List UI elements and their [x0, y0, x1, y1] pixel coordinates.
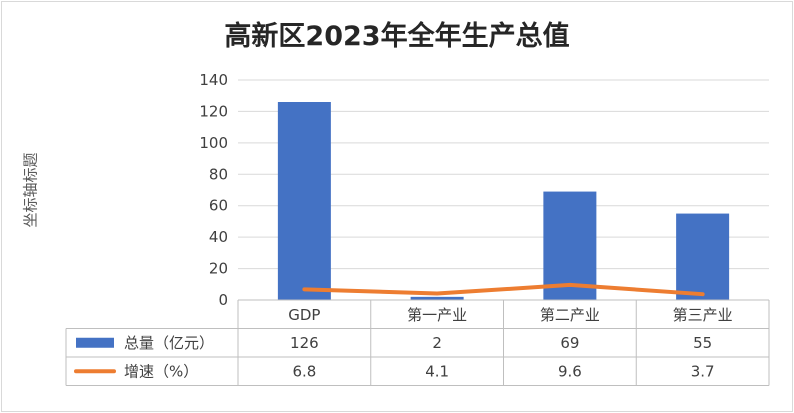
legend-swatch-bar — [76, 337, 114, 348]
y-tick-label: 20 — [209, 260, 228, 278]
data-table-value: 55 — [693, 334, 712, 352]
data-table-value: 2 — [432, 334, 442, 352]
y-tick-label: 40 — [209, 228, 228, 246]
bar — [277, 102, 331, 300]
data-table-value: 9.6 — [558, 362, 582, 380]
bar — [543, 191, 597, 300]
x-tick-label: GDP — [288, 306, 320, 324]
bar — [676, 213, 730, 300]
line-series-path — [302, 282, 705, 297]
legend-label: 增速（%） — [124, 362, 198, 380]
bar — [410, 296, 464, 300]
y-tick-label: 100 — [199, 134, 228, 152]
data-table-value: 4.1 — [425, 362, 449, 380]
y-tick-label: 0 — [218, 291, 228, 309]
chart-title: 高新区2023年全年生产总值 — [224, 21, 570, 52]
x-tick-label: 第一产业 — [407, 306, 467, 324]
data-table-value: 6.8 — [292, 362, 316, 380]
y-tick-label: 140 — [199, 71, 228, 89]
x-tick-label: 第二产业 — [540, 306, 600, 324]
legend-label: 总量（亿元） — [124, 334, 214, 352]
y-tick-label: 60 — [209, 197, 228, 215]
data-table-value: 3.7 — [691, 362, 715, 380]
x-tick-label: 第三产业 — [673, 306, 733, 324]
y-tick-label: 120 — [199, 102, 228, 120]
data-table-value: 69 — [560, 334, 579, 352]
y-tick-label: 80 — [209, 165, 228, 183]
data-table-value: 126 — [290, 334, 319, 352]
